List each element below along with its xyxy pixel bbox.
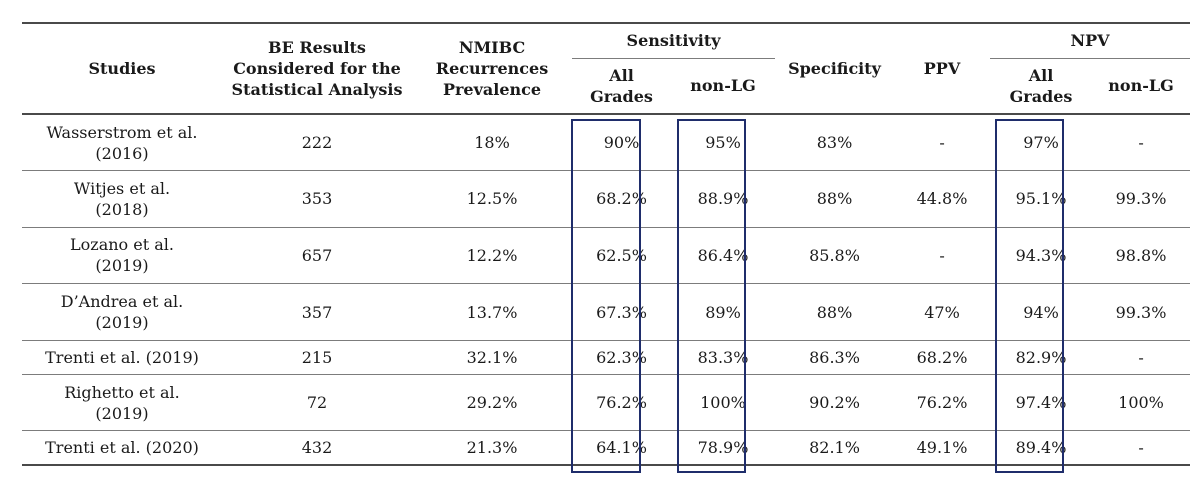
- cell-specificity: 86.3%: [775, 340, 895, 375]
- cell-npv-non-lg: 99.3%: [1092, 170, 1191, 228]
- header-nmibc: NMIBC Recurrences Prevalence: [412, 22, 572, 115]
- cell-prevalence: 21.3%: [412, 430, 572, 466]
- cell-sens-non-lg: 95%: [671, 114, 776, 172]
- cell-ppv: 68.2%: [894, 340, 991, 375]
- cell-npv-all: 82.9%: [990, 340, 1093, 375]
- cell-npv-all: 97.4%: [990, 374, 1093, 432]
- cell-prevalence: 13.7%: [412, 283, 572, 341]
- cell-specificity: 85.8%: [775, 227, 895, 285]
- cell-prevalence: 12.2%: [412, 227, 572, 285]
- cell-sens-all: 68.2%: [572, 170, 671, 228]
- table-row: Lozano et al. (2019) 657 12.2% 62.5% 86.4…: [22, 227, 1191, 285]
- cell-npv-non-lg: -: [1092, 430, 1191, 466]
- cell-specificity: 83%: [775, 114, 895, 172]
- cell-study: Witjes et al. (2018): [22, 170, 222, 228]
- cell-be: 657: [222, 227, 412, 285]
- header-sensitivity: Sensitivity: [572, 22, 776, 59]
- cell-sens-all: 90%: [572, 114, 671, 172]
- table-row: Righetto et al. (2019) 72 29.2% 76.2% 100…: [22, 374, 1191, 432]
- header-specificity: Specificity: [775, 22, 895, 115]
- cell-npv-all: 94%: [990, 283, 1093, 341]
- cell-be: 72: [222, 374, 412, 432]
- cell-sens-non-lg: 83.3%: [671, 340, 776, 375]
- cell-npv-non-lg: 98.8%: [1092, 227, 1191, 285]
- cell-sens-non-lg: 89%: [671, 283, 776, 341]
- cell-ppv: -: [894, 114, 991, 172]
- cell-ppv: -: [894, 227, 991, 285]
- cell-be: 222: [222, 114, 412, 172]
- cell-be: 357: [222, 283, 412, 341]
- cell-study: Trenti et al. (2020): [22, 430, 222, 466]
- cell-npv-all: 89.4%: [990, 430, 1093, 466]
- table-row: Trenti et al. (2020) 432 21.3% 64.1% 78.…: [22, 430, 1191, 466]
- cell-study: Trenti et al. (2019): [22, 340, 222, 375]
- header-sens-non-lg: non-LG: [671, 58, 776, 115]
- cell-specificity: 88%: [775, 283, 895, 341]
- cell-be: 215: [222, 340, 412, 375]
- cell-specificity: 88%: [775, 170, 895, 228]
- cell-specificity: 90.2%: [775, 374, 895, 432]
- cell-npv-non-lg: -: [1092, 340, 1191, 375]
- cell-npv-non-lg: -: [1092, 114, 1191, 172]
- cell-sens-all: 64.1%: [572, 430, 671, 466]
- cell-prevalence: 12.5%: [412, 170, 572, 228]
- header-studies: Studies: [22, 22, 222, 115]
- header-be-results: BE Results Considered for the Statistical …: [222, 22, 412, 115]
- cell-prevalence: 18%: [412, 114, 572, 172]
- cell-ppv: 76.2%: [894, 374, 991, 432]
- cell-study: D’Andrea et al. (2019): [22, 283, 222, 341]
- cell-sens-all: 67.3%: [572, 283, 671, 341]
- cell-ppv: 49.1%: [894, 430, 991, 466]
- cell-sens-all: 62.3%: [572, 340, 671, 375]
- cell-specificity: 82.1%: [775, 430, 895, 466]
- header-ppv: PPV: [894, 22, 991, 115]
- cell-study: Righetto et al. (2019): [22, 374, 222, 432]
- cell-sens-all: 62.5%: [572, 227, 671, 285]
- cell-sens-all: 76.2%: [572, 374, 671, 432]
- header-npv: NPV: [990, 22, 1191, 59]
- cell-ppv: 47%: [894, 283, 991, 341]
- header-npv-all-grades: All Grades: [990, 58, 1093, 115]
- table-row: Trenti et al. (2019) 215 32.1% 62.3% 83.…: [22, 340, 1191, 375]
- results-table: Studies BE Results Considered for the Stat…: [22, 22, 1191, 466]
- cell-be: 353: [222, 170, 412, 228]
- cell-sens-non-lg: 100%: [671, 374, 776, 432]
- cell-sens-non-lg: 88.9%: [671, 170, 776, 228]
- header-sens-all-grades: All Grades: [572, 58, 671, 115]
- cell-study: Lozano et al. (2019): [22, 227, 222, 285]
- cell-sens-non-lg: 86.4%: [671, 227, 776, 285]
- cell-npv-all: 97%: [990, 114, 1093, 172]
- table-row: Witjes et al. (2018) 353 12.5% 68.2% 88.9…: [22, 170, 1191, 228]
- header-npv-non-lg: non-LG: [1092, 58, 1191, 115]
- cell-be: 432: [222, 430, 412, 466]
- table-row: D’Andrea et al. (2019) 357 13.7% 67.3% 89…: [22, 283, 1191, 341]
- cell-prevalence: 29.2%: [412, 374, 572, 432]
- cell-npv-all: 95.1%: [990, 170, 1093, 228]
- cell-ppv: 44.8%: [894, 170, 991, 228]
- cell-sens-non-lg: 78.9%: [671, 430, 776, 466]
- cell-study: Wasserstrom et al. (2016): [22, 114, 222, 172]
- cell-npv-non-lg: 99.3%: [1092, 283, 1191, 341]
- cell-npv-all: 94.3%: [990, 227, 1093, 285]
- table-row: Wasserstrom et al. (2016) 222 18% 90% 95%…: [22, 114, 1191, 172]
- cell-prevalence: 32.1%: [412, 340, 572, 375]
- cell-npv-non-lg: 100%: [1092, 374, 1191, 432]
